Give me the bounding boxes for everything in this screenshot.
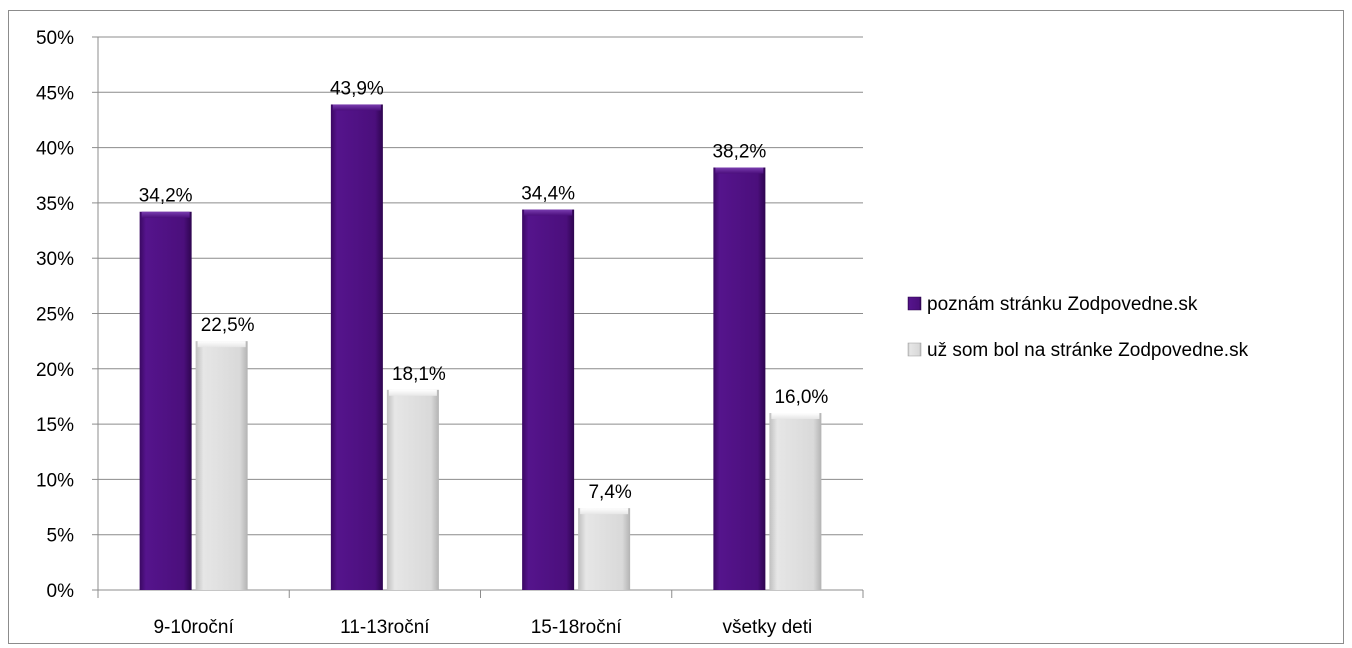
y-tick-label: 5% [47,526,75,547]
y-tick-label: 50% [36,28,74,49]
data-label: 22,5% [201,315,255,336]
y-tick-label: 25% [36,305,74,326]
x-tick-label: 15-18roční [531,617,623,638]
legend-swatch [907,296,922,311]
legend-swatch [907,342,922,357]
y-tick-label: 0% [47,581,75,602]
y-tick-label: 35% [36,194,74,215]
data-label: 38,2% [712,142,766,163]
y-tick-label: 20% [36,360,74,381]
bar [578,508,631,590]
x-tick-label: 9-10roční [153,617,234,638]
y-tick-label: 40% [36,139,74,160]
bar-cap [715,167,764,174]
legend-label: poznám stránku Zodpovedne.sk [927,294,1198,315]
data-label: 34,4% [521,184,575,205]
x-tick-label: všetky deti [722,617,812,638]
bar-cap [141,211,190,218]
bar [713,167,766,590]
y-tick-label: 15% [36,415,74,436]
bar [139,211,192,591]
bar-cap [524,209,573,216]
y-tick-label: 30% [36,249,74,270]
bar-cap [388,389,437,396]
bar [769,413,822,590]
bar-cap [197,341,246,348]
data-label: 43,9% [330,78,384,99]
bar [522,209,575,590]
bar [330,104,383,590]
data-label: 7,4% [588,482,631,503]
legend-label: už som bol na stránke Zodpovedne.sk [927,340,1249,361]
y-tick-label: 10% [36,470,74,491]
bar [386,389,439,590]
data-label: 16,0% [774,387,828,408]
bar [195,341,248,590]
x-tick-label: 11-13roční [340,617,430,638]
data-label: 18,1% [392,364,446,385]
bar-cap [580,508,629,515]
data-label: 34,2% [139,186,193,207]
bar-cap [332,104,381,111]
y-tick-label: 45% [36,83,74,104]
bar-cap [771,413,820,420]
